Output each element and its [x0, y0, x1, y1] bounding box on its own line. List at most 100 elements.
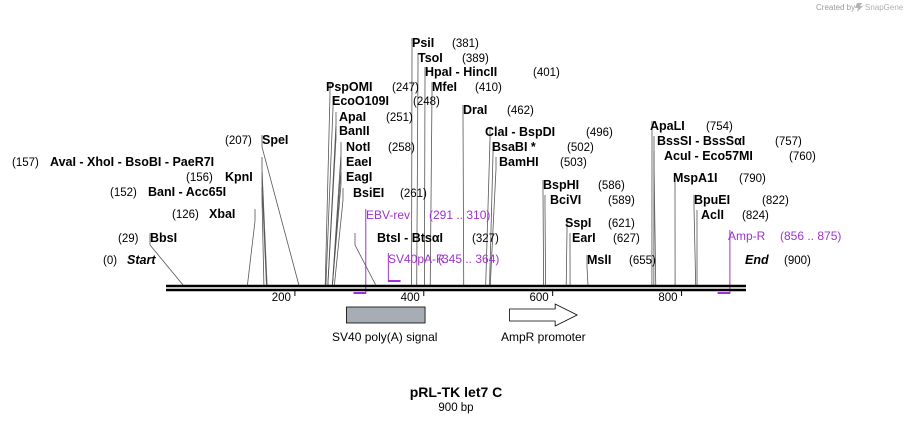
feature-label: SV40 poly(A) signal [332, 330, 437, 344]
site-connector [333, 188, 344, 288]
site-position: (29) [118, 233, 139, 245]
site-name: AclI [701, 208, 724, 222]
site-name: EagI [346, 170, 372, 184]
site-name: SpeI [262, 133, 288, 147]
primer-name: EBV-rev [366, 208, 410, 222]
site-name: BssSI - BssSαI [657, 134, 745, 148]
primer-name: SV40pA-R [388, 252, 445, 266]
ruler-label: 200 [272, 292, 291, 304]
feature-label: AmpR promoter [501, 330, 586, 344]
site-name: EaeI [346, 155, 372, 169]
site-name: ApaLI [650, 119, 685, 133]
site-position: (327) [472, 233, 499, 245]
site-connector [565, 218, 568, 288]
site-connector [485, 127, 491, 288]
site-connector [429, 82, 433, 288]
primer-range: (345 .. 364) [438, 252, 499, 266]
features: SV40 poly(A) signal AmpR promoter [332, 303, 586, 344]
primers: EBV-rev (291 .. 310) SV40pA-R(345 .. 364) A… [353, 208, 841, 294]
site-connector [354, 233, 378, 288]
site-name: ApaI [339, 110, 366, 124]
end-pos: (900) [784, 255, 811, 267]
site-position: (389) [462, 53, 489, 65]
site-name: BsiEI [353, 186, 384, 200]
site-position: (621) [608, 218, 635, 230]
site-position: (401) [533, 67, 560, 79]
site-name: EarI [572, 231, 596, 245]
site-connector [586, 255, 589, 288]
site-connector [331, 157, 342, 288]
site-name: KpnI [225, 170, 253, 184]
site-position: (258) [388, 142, 415, 154]
site-connector [331, 172, 342, 288]
end-name: End [745, 253, 769, 267]
site-connector [327, 126, 337, 288]
primer-range: (856 .. 875) [780, 229, 841, 243]
site-position: (757) [775, 136, 802, 148]
site-position: (655) [629, 255, 656, 267]
site-name: XbaI [209, 207, 235, 221]
site-position: (822) [762, 195, 789, 207]
site-name: MfeI [432, 80, 457, 94]
site-lines [149, 38, 698, 288]
site-position: (126) [172, 209, 199, 221]
site-position: (760) [789, 151, 816, 163]
site-position: (824) [742, 210, 769, 222]
site-position: (502) [567, 142, 594, 154]
map-title: pRL-TK let7 C [410, 384, 503, 400]
site-connector [246, 209, 256, 288]
feature-shape [509, 303, 579, 327]
site-position: (462) [507, 105, 534, 117]
site-name: AcuI - Eco57MI [664, 149, 753, 163]
site-position: (627) [613, 233, 640, 245]
site-name: SspI [565, 216, 591, 230]
backbone [166, 284, 746, 292]
start-pos: (0) [103, 255, 117, 267]
map-length: 900 bp [438, 402, 473, 414]
site-name: MslI [587, 253, 611, 267]
ruler-label: 400 [401, 292, 420, 304]
site-connector [261, 172, 267, 288]
site-name: TsoI [418, 51, 443, 65]
credit-text: Created by [816, 3, 855, 12]
site-position: (589) [608, 195, 635, 207]
start-label: (0) Start [103, 253, 156, 267]
site-connector [489, 142, 494, 288]
site-name: BsaBI * [492, 140, 536, 154]
site-connector [693, 195, 697, 288]
site-name: DraI [463, 103, 487, 117]
site-position: (410) [475, 82, 502, 94]
site-position: (381) [452, 38, 479, 50]
brand-text: SnapGene [865, 3, 904, 12]
site-name: NotI [346, 140, 370, 154]
snapgene-logo-icon [855, 3, 863, 12]
site-name: BciVI [550, 193, 581, 207]
site-connector [324, 82, 331, 288]
site-position: (496) [586, 127, 613, 139]
site-position: (207) [225, 135, 252, 147]
site-name: BamHI [499, 155, 539, 169]
feature-shape [346, 306, 426, 324]
site-connector [416, 53, 419, 288]
site-position: (247) [392, 82, 419, 94]
site-name: BbsI [150, 231, 177, 245]
site-connector [489, 157, 497, 288]
start-name: Start [127, 253, 156, 267]
ruler-label: 600 [529, 292, 548, 304]
site-name: BtsI - BtsαI [377, 231, 443, 245]
site-connector [544, 195, 546, 288]
site-connector [424, 67, 426, 288]
site-name: ClaI - BspDI [485, 125, 555, 139]
site-name: HpaI - HincII [425, 65, 497, 79]
site-name: EcoO109I [332, 94, 389, 108]
site-connector [261, 187, 265, 288]
site-position: (248) [413, 96, 440, 108]
site-name: BanII [339, 124, 370, 138]
site-connector [542, 180, 545, 288]
site-name: PsiI [412, 36, 434, 50]
site-connector [653, 151, 657, 288]
site-position: (503) [560, 157, 587, 169]
site-name: BspHI [543, 178, 579, 192]
ruler-label: 800 [658, 292, 677, 304]
site-position: (152) [110, 187, 137, 199]
